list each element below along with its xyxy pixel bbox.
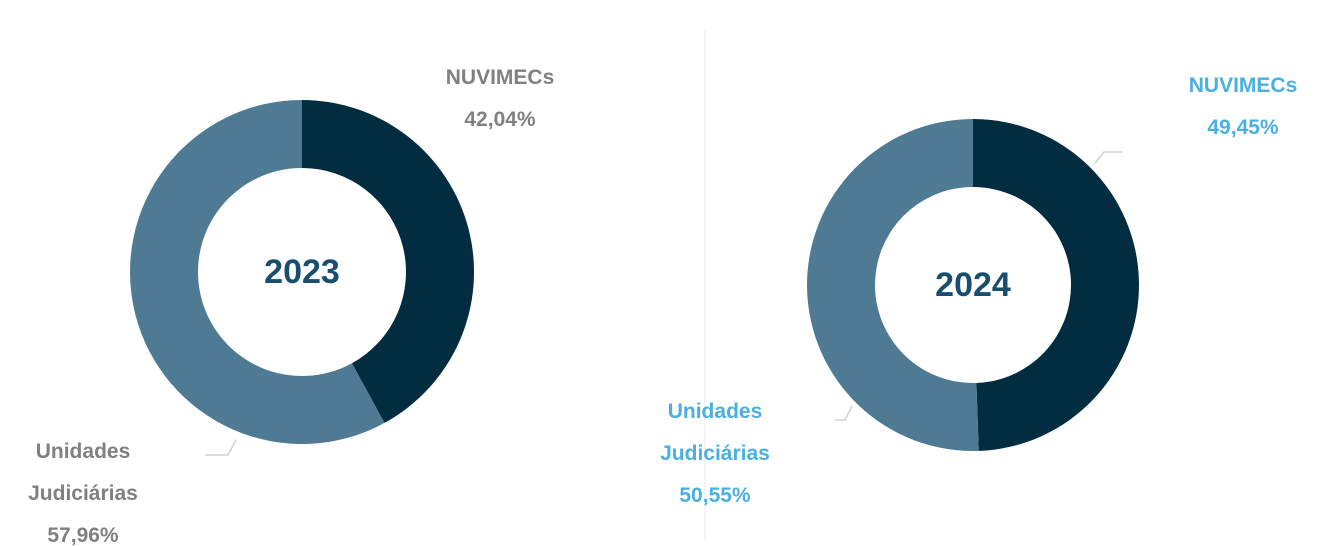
slice-value-label: 42,04% bbox=[464, 108, 536, 131]
center-title: 2023 bbox=[264, 253, 340, 291]
leader-line bbox=[205, 439, 237, 456]
slice-category: NUVIMECs bbox=[445, 66, 555, 89]
leader-line bbox=[1094, 151, 1122, 164]
donut-slice bbox=[973, 119, 1139, 451]
slice-category: Unidades Judiciárias bbox=[660, 400, 770, 465]
donut-slice bbox=[302, 100, 474, 423]
center-title: 2024 bbox=[935, 266, 1011, 304]
slice-category: NUVIMECs bbox=[1188, 74, 1298, 97]
slice-category: Unidades Judiciárias bbox=[28, 440, 138, 505]
donut-slice bbox=[130, 100, 385, 444]
slice-value-label: 49,45% bbox=[1207, 116, 1279, 139]
donut-slice bbox=[806, 119, 979, 452]
slice-value-label: 50,55% bbox=[679, 484, 751, 507]
slice-value-label: 57,96% bbox=[47, 524, 119, 546]
leader-line bbox=[835, 405, 853, 421]
